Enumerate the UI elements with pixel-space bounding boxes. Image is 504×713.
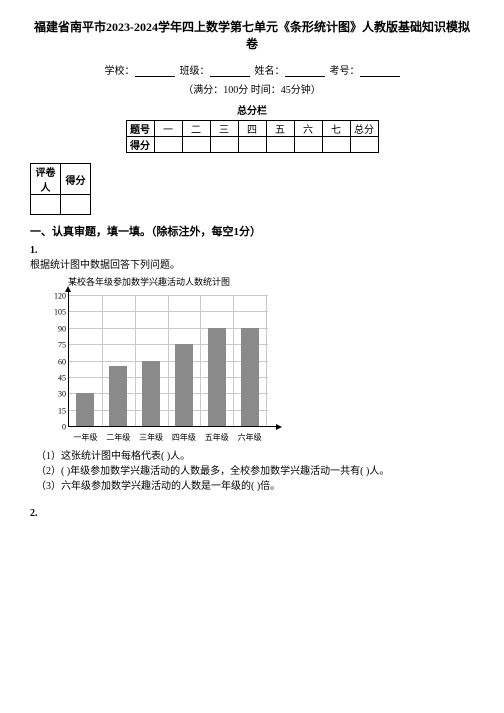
class-blank[interactable] bbox=[210, 65, 250, 77]
x-tick-label: 一年级 bbox=[73, 432, 97, 443]
examno-label: 考号： bbox=[330, 66, 360, 77]
q1-sub1: （1）这张统计图中每格代表( )人。 bbox=[36, 449, 474, 464]
grader-blank bbox=[31, 195, 61, 215]
bar bbox=[208, 328, 226, 426]
y-tick-label: 15 bbox=[58, 406, 66, 415]
grid-line bbox=[69, 295, 268, 296]
bar bbox=[109, 366, 127, 426]
vgrid-line bbox=[102, 295, 103, 426]
page-title: 福建省南平市2023-2024学年四上数学第七单元《条形统计图》人教版基础知识模… bbox=[30, 18, 474, 52]
x-tick-label: 四年级 bbox=[172, 432, 196, 443]
school-blank[interactable] bbox=[135, 65, 175, 77]
score-table: 题号 一 二 三 四 五 六 七 总分 得分 bbox=[126, 120, 379, 153]
x-tick-label: 五年级 bbox=[205, 432, 229, 443]
vgrid-line bbox=[266, 295, 267, 426]
score-cell bbox=[182, 137, 210, 153]
arrow-right-icon bbox=[276, 424, 282, 430]
q2-num: 2. bbox=[30, 508, 474, 519]
x-tick-label: 六年级 bbox=[238, 432, 262, 443]
y-tick-label: 0 bbox=[62, 423, 66, 432]
score-row2-label: 得分 bbox=[126, 137, 154, 153]
x-tick-label: 三年级 bbox=[139, 432, 163, 443]
score-cell bbox=[154, 137, 182, 153]
grid-line bbox=[69, 344, 268, 345]
y-tick-label: 60 bbox=[58, 357, 66, 366]
grid-line bbox=[69, 361, 268, 362]
score-col: 二 bbox=[182, 121, 210, 137]
chart-container: 某校各年级参加数学兴趣活动人数统计图 0 15 30 45 60 75 90 105 120 一年… bbox=[48, 275, 474, 445]
y-tick-label: 90 bbox=[58, 324, 66, 333]
q1-intro: 根据统计图中数据回答下列问题。 bbox=[30, 256, 474, 271]
score-cell bbox=[266, 137, 294, 153]
student-info-line: 学校： 班级： 姓名： 考号： bbox=[30, 62, 474, 77]
y-tick-label: 75 bbox=[58, 341, 66, 350]
bar bbox=[241, 328, 259, 426]
vgrid-line bbox=[135, 295, 136, 426]
vgrid-line bbox=[233, 295, 234, 426]
grid-line bbox=[69, 410, 268, 411]
y-tick-label: 120 bbox=[54, 292, 66, 301]
q1-sub3: （3）六年级参加数学兴趣活动的人数是一年级的( )倍。 bbox=[36, 479, 474, 494]
school-label: 学校： bbox=[105, 66, 135, 77]
score-col: 三 bbox=[210, 121, 238, 137]
vgrid-line bbox=[168, 295, 169, 426]
score-cell bbox=[238, 137, 266, 153]
grid-line bbox=[69, 393, 268, 394]
score-cell bbox=[294, 137, 322, 153]
grader-table: 评卷人 得分 bbox=[30, 163, 91, 215]
bar-chart: 0 15 30 45 60 75 90 105 120 一年级二年级三年级四年级五年级六年级 bbox=[48, 290, 278, 445]
score-col: 六 bbox=[294, 121, 322, 137]
bar bbox=[175, 344, 193, 426]
score-cell bbox=[210, 137, 238, 153]
score-col: 五 bbox=[266, 121, 294, 137]
score-col: 一 bbox=[154, 121, 182, 137]
chart-title: 某校各年级参加数学兴趣活动人数统计图 bbox=[68, 275, 474, 288]
q1-num: 1. bbox=[30, 245, 474, 256]
y-tick-label: 45 bbox=[58, 373, 66, 382]
score-box-label: 总分栏 bbox=[30, 102, 474, 117]
grid-line bbox=[69, 311, 268, 312]
class-label: 班级： bbox=[180, 66, 210, 77]
grid-line bbox=[69, 328, 268, 329]
q1-subquestions: （1）这张统计图中每格代表( )人。 （2）( )年级参加数学兴趣活动的人数最多… bbox=[36, 449, 474, 494]
grader-h1: 评卷人 bbox=[31, 164, 61, 195]
score-cell bbox=[350, 137, 378, 153]
examno-blank[interactable] bbox=[360, 65, 400, 77]
name-blank[interactable] bbox=[285, 65, 325, 77]
y-tick-label: 105 bbox=[54, 308, 66, 317]
bar bbox=[142, 361, 160, 427]
score-col: 七 bbox=[322, 121, 350, 137]
score-col: 四 bbox=[238, 121, 266, 137]
score-col: 总分 bbox=[350, 121, 378, 137]
score-row1-label: 题号 bbox=[126, 121, 154, 137]
q1-sub2: （2）( )年级参加数学兴趣活动的人数最多，全校参加数学兴趣活动一共有( )人。 bbox=[36, 464, 474, 479]
name-label: 姓名： bbox=[255, 66, 285, 77]
score-time: （满分：100分 时间：45分钟） bbox=[30, 81, 474, 96]
grid-line bbox=[69, 377, 268, 378]
y-tick-label: 30 bbox=[58, 390, 66, 399]
x-axis bbox=[68, 426, 278, 427]
grader-blank bbox=[61, 195, 91, 215]
bar bbox=[76, 393, 94, 426]
x-tick-label: 二年级 bbox=[106, 432, 130, 443]
section-1-head: 一、认真审题，填一填。（除标注外，每空1分） bbox=[30, 223, 474, 239]
grader-h2: 得分 bbox=[61, 164, 91, 195]
score-cell bbox=[322, 137, 350, 153]
vgrid-line bbox=[200, 295, 201, 426]
